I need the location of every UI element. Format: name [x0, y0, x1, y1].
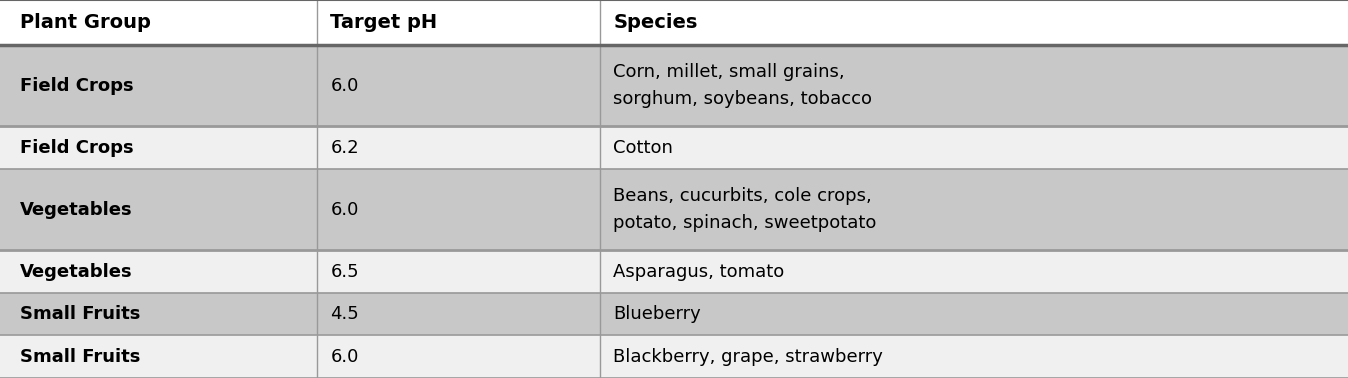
Text: Vegetables: Vegetables — [20, 263, 133, 281]
Text: Plant Group: Plant Group — [20, 13, 151, 32]
Text: Species: Species — [613, 13, 698, 32]
Text: Beans, cucurbits, cole crops,
potato, spinach, sweetpotato: Beans, cucurbits, cole crops, potato, sp… — [613, 187, 876, 232]
Text: Field Crops: Field Crops — [20, 139, 133, 156]
Text: Corn, millet, small grains,
sorghum, soybeans, tobacco: Corn, millet, small grains, sorghum, soy… — [613, 63, 872, 108]
Bar — [0, 336, 1348, 378]
Text: 4.5: 4.5 — [330, 305, 359, 323]
Text: Small Fruits: Small Fruits — [20, 305, 140, 323]
Text: Blackberry, grape, strawberry: Blackberry, grape, strawberry — [613, 348, 883, 366]
Text: 6.0: 6.0 — [330, 77, 359, 94]
Bar — [0, 169, 1348, 251]
Text: 6.0: 6.0 — [330, 348, 359, 366]
Text: 6.2: 6.2 — [330, 139, 359, 156]
Bar — [0, 45, 1348, 126]
Text: Field Crops: Field Crops — [20, 77, 133, 94]
Text: Vegetables: Vegetables — [20, 201, 133, 219]
Bar — [0, 0, 1348, 45]
Text: Asparagus, tomato: Asparagus, tomato — [613, 263, 785, 281]
Bar — [0, 251, 1348, 293]
Text: Target pH: Target pH — [330, 13, 437, 32]
Bar — [0, 293, 1348, 336]
Bar — [0, 126, 1348, 169]
Text: Cotton: Cotton — [613, 139, 673, 156]
Text: Blueberry: Blueberry — [613, 305, 701, 323]
Text: 6.5: 6.5 — [330, 263, 359, 281]
Text: Small Fruits: Small Fruits — [20, 348, 140, 366]
Text: 6.0: 6.0 — [330, 201, 359, 219]
